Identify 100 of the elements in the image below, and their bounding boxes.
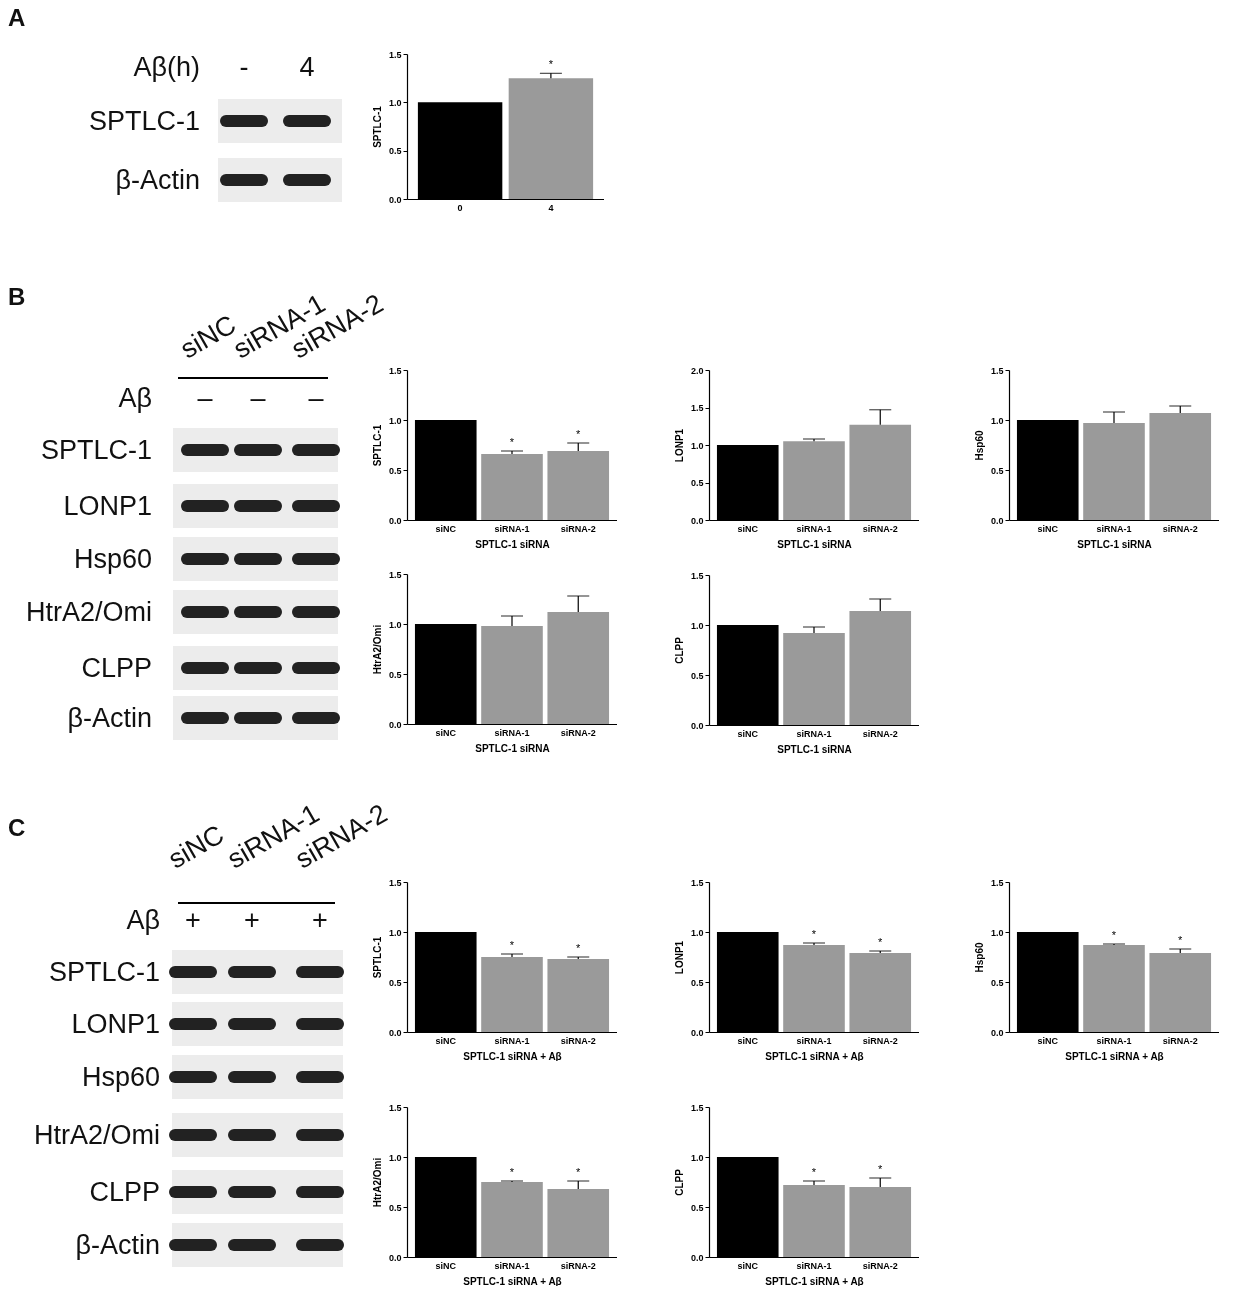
y-axis-title: Hsp60 [973, 942, 985, 973]
y-tick-label: 1.0 [388, 927, 402, 938]
y-axis-title: HtrA2/Omi [371, 1157, 383, 1208]
text: C [8, 814, 26, 842]
x-axis-title: SPTLC-1 siRNA [777, 538, 852, 550]
y-tick-label: 0.0 [690, 1027, 704, 1038]
x-axis-title: SPTLC-1 siRNA [1077, 538, 1152, 550]
x-tick-label: siNC [737, 728, 759, 739]
bar [481, 454, 543, 520]
y-tick-label: 0.5 [388, 146, 402, 157]
y-tick-label: 1.0 [388, 619, 402, 630]
x-tick-label: siNC [1037, 523, 1059, 534]
x-tick-label: siNC [435, 727, 457, 738]
y-tick-label: 0.5 [388, 977, 402, 988]
x-tick-label: siNC [435, 1035, 457, 1046]
annotation: * [576, 942, 582, 954]
bar [849, 953, 912, 1032]
bar [1149, 413, 1212, 520]
bar [481, 626, 543, 724]
y-tick-label: 1.5 [690, 403, 704, 413]
y-tick-label: 1.0 [388, 97, 402, 108]
annotation: * [509, 939, 515, 951]
y-tick-label: 2.0 [690, 365, 704, 376]
x-tick-label: siRNA-2 [862, 728, 898, 739]
x-tick-label: siNC [435, 523, 457, 534]
category-label: β-Actin [115, 164, 200, 195]
y-tick-label: 0.0 [388, 719, 402, 730]
y-tick-label: 0.0 [690, 720, 704, 731]
y-axis-title: LONP1 [673, 940, 685, 975]
x-tick-label: siNC [737, 523, 759, 534]
x-axis-title: SPTLC-1 siRNA [475, 742, 550, 754]
x-tick-label: siRNA-1 [796, 1035, 832, 1046]
x-tick-label: siRNA-1 [494, 1260, 530, 1271]
y-tick-label: 1.0 [990, 415, 1004, 426]
text: – [308, 382, 324, 414]
y-tick-label: 0.0 [388, 1027, 402, 1038]
x-tick-label: siRNA-2 [862, 1260, 898, 1271]
y-tick-label: 1.5 [990, 877, 1004, 888]
x-axis-title: SPTLC-1 siRNA + Aβ [765, 1275, 864, 1287]
x-tick-label: siRNA-2 [862, 1035, 898, 1046]
annotation: * [1111, 929, 1117, 941]
text: 4 [299, 51, 315, 83]
y-axis-title: SPTLC-1 [371, 424, 383, 467]
category-label: HtrA2/Omi [25, 596, 152, 627]
x-axis-title: SPTLC-1 siRNA + Aβ [463, 1050, 562, 1062]
x-tick-label: siNC [737, 1260, 759, 1271]
x-axis-title: SPTLC-1 siRNA [777, 743, 852, 755]
bar [783, 945, 845, 1032]
y-tick-label: 0.0 [388, 194, 402, 205]
annotation: * [576, 1166, 582, 1178]
y-axis-title: SPTLC-1 [371, 936, 383, 979]
x-tick-label: siNC [737, 1035, 759, 1046]
category-label: β-Actin [75, 1229, 160, 1260]
bar [481, 1182, 543, 1257]
text: - [239, 51, 249, 83]
category-label: HtrA2/Omi [33, 1119, 160, 1150]
x-tick-label: siRNA-2 [560, 1035, 596, 1046]
text: Aβ(h) [133, 51, 200, 83]
y-tick-label: 0.0 [990, 515, 1004, 526]
y-tick-label: 0.5 [690, 670, 704, 681]
y-tick-label: 1.5 [388, 365, 402, 376]
bar [1149, 953, 1212, 1032]
bar [1083, 945, 1145, 1032]
category-label: LONP1 [71, 1008, 160, 1039]
x-tick-label: siRNA-1 [796, 1260, 832, 1271]
text: Aβ [126, 904, 160, 936]
y-tick-label: 1.0 [990, 927, 1004, 938]
category-label: Hsp60 [73, 543, 152, 574]
x-tick-label: siRNA-1 [1096, 1035, 1132, 1046]
y-tick-label: 0.0 [990, 1027, 1004, 1038]
y-axis-title: CLPP [673, 1168, 685, 1196]
y-tick-label: 0.0 [690, 1252, 704, 1263]
text: – [250, 382, 266, 414]
x-tick-label: siNC [1037, 1035, 1059, 1046]
bar [547, 612, 610, 724]
y-axis-title: LONP1 [673, 428, 685, 463]
text: + [244, 904, 260, 936]
category-label: Hsp60 [81, 1061, 160, 1092]
y-tick-label: 0.5 [388, 465, 402, 476]
annotation: * [509, 436, 515, 448]
x-axis-title: SPTLC-1 siRNA [475, 538, 550, 550]
x-tick-label: siRNA-2 [1162, 1035, 1198, 1046]
x-tick-label: siRNA-2 [1162, 523, 1198, 534]
y-axis-title: SPTLC-1 [371, 105, 383, 148]
y-tick-label: 1.0 [690, 927, 704, 938]
category-label: CLPP [89, 1176, 160, 1207]
annotation: * [548, 58, 554, 71]
bar [849, 611, 912, 725]
x-axis-title: SPTLC-1 siRNA + Aβ [463, 1275, 562, 1287]
category-label: β-Actin [67, 702, 152, 733]
x-tick-label: siRNA-2 [560, 727, 596, 738]
x-tick-label: siRNA-1 [796, 728, 832, 739]
y-tick-label: 1.5 [690, 1102, 704, 1113]
y-tick-label: 0.5 [690, 478, 704, 488]
bar [547, 1189, 610, 1257]
x-tick-label: siNC [435, 1260, 457, 1271]
y-tick-label: 0.5 [990, 977, 1004, 988]
category-label: SPTLC-1 [40, 434, 152, 465]
y-tick-label: 1.5 [388, 1102, 402, 1113]
y-tick-label: 1.0 [690, 620, 704, 631]
